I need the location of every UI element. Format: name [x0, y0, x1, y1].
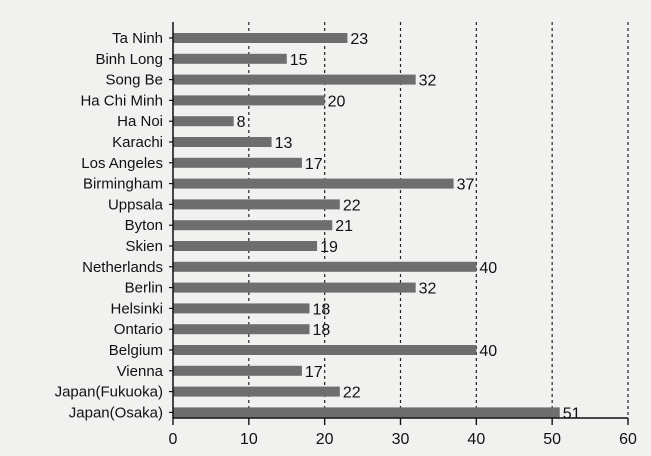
category-label: Japan(Fukuoka) [55, 384, 163, 401]
bar [173, 241, 318, 251]
data-label: 37 [457, 177, 475, 194]
data-label: 51 [563, 405, 581, 422]
bar [173, 95, 325, 106]
data-label: 19 [320, 239, 338, 256]
category-label: Vienna [117, 363, 164, 380]
bar [173, 199, 340, 210]
bar [173, 116, 234, 127]
data-label: 20 [328, 93, 346, 110]
category-label: Karachi [112, 134, 163, 151]
data-label: 22 [343, 197, 361, 214]
bar [173, 303, 310, 314]
x-tick-label: 10 [240, 431, 258, 448]
data-label: 22 [343, 385, 361, 402]
bar [173, 178, 454, 189]
category-label: Berlin [125, 280, 163, 297]
bar [173, 53, 287, 64]
data-label: 32 [419, 281, 437, 298]
data-label: 17 [305, 156, 323, 173]
x-tick-label: 30 [392, 431, 410, 448]
category-label: Uppsala [108, 196, 164, 213]
bar [173, 386, 340, 397]
bar [173, 345, 477, 355]
category-label: Birmingham [83, 176, 163, 193]
x-tick-label: 50 [543, 431, 561, 448]
category-label: Song Be [105, 72, 163, 89]
data-label: 40 [479, 343, 497, 360]
category-label: Ha Noi [117, 113, 163, 130]
bar [173, 157, 302, 168]
bars [173, 33, 560, 418]
category-label: Binh Long [95, 51, 163, 68]
labels: Ta Ninh 23 Binh Long 15 Song Be 32 Ha Chi Minh… [55, 30, 637, 448]
data-label: 8 [237, 114, 246, 131]
x-tick-label: 20 [316, 431, 334, 448]
data-label: 17 [305, 364, 323, 381]
category-label: Japan(Osaka) [69, 404, 163, 421]
bar [173, 74, 416, 85]
x-tick-label: 0 [169, 431, 178, 448]
category-label: Byton [125, 217, 163, 234]
category-label: Los Angeles [81, 155, 163, 172]
axes [169, 22, 629, 425]
x-tick-label: 40 [467, 431, 485, 448]
category-label: Belgium [109, 342, 163, 359]
category-label: Ontario [114, 321, 163, 338]
bar [173, 220, 333, 231]
data-label: 23 [350, 31, 368, 48]
category-label: Ta Ninh [112, 30, 163, 47]
bar [173, 137, 272, 147]
category-label: Netherlands [82, 259, 163, 276]
data-label: 15 [290, 52, 308, 69]
category-label: Skien [125, 238, 163, 255]
category-label: Helsinki [110, 300, 163, 317]
data-label: 13 [275, 135, 293, 152]
bar [173, 33, 348, 43]
data-label: 32 [419, 73, 437, 90]
bar [173, 324, 310, 335]
bar [173, 282, 416, 293]
data-label: 21 [335, 218, 353, 235]
bar [173, 261, 477, 272]
bar [173, 407, 560, 418]
data-label: 18 [313, 322, 331, 339]
data-label: 18 [313, 301, 331, 318]
category-label: Ha Chi Minh [80, 92, 163, 109]
x-tick-label: 60 [619, 431, 637, 448]
data-label: 40 [479, 260, 497, 277]
bar [173, 365, 302, 376]
